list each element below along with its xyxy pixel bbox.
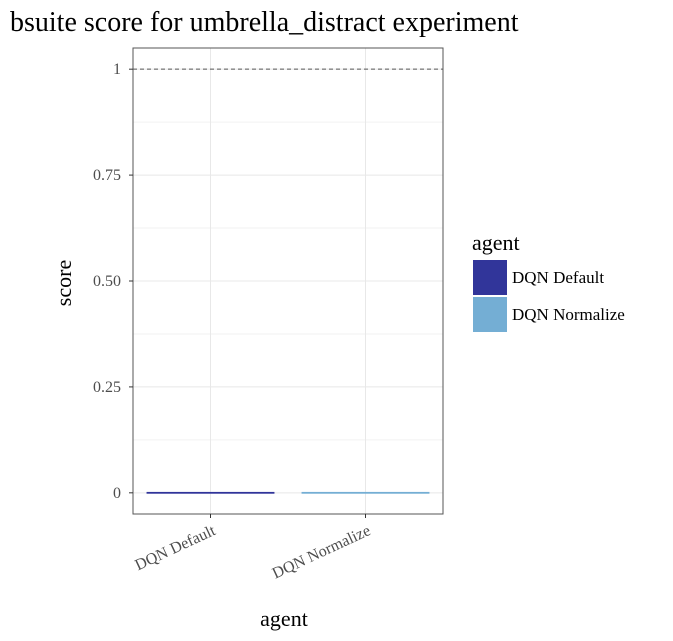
x-axis-title: agent	[260, 606, 308, 631]
legend-title: agent	[472, 230, 520, 255]
x-tick-label: DQN Normalize	[270, 522, 373, 582]
legend-label: DQN Default	[512, 268, 604, 287]
y-tick-label: 0	[113, 485, 121, 502]
x-axis: DQN Default DQN Normalize	[132, 514, 373, 583]
y-tick-label: 0.75	[93, 167, 121, 184]
legend: agent DQN Default DQN Normalize	[472, 230, 625, 332]
legend-label: DQN Normalize	[512, 305, 625, 324]
y-tick-label: 0.50	[93, 273, 121, 290]
y-tick-label: 1	[113, 61, 121, 78]
grid	[133, 48, 443, 514]
bar	[301, 491, 430, 494]
y-tick-label: 0.25	[93, 379, 121, 396]
y-axis: 0 0.25 0.50 0.75 1	[93, 61, 133, 502]
y-axis-title: score	[51, 260, 76, 306]
bars	[146, 491, 430, 494]
bar	[146, 491, 275, 494]
x-tick-label: DQN Default	[132, 522, 218, 574]
legend-swatch	[473, 297, 507, 332]
legend-swatch	[473, 260, 507, 295]
chart-title: bsuite score for umbrella_distract exper…	[10, 7, 519, 38]
